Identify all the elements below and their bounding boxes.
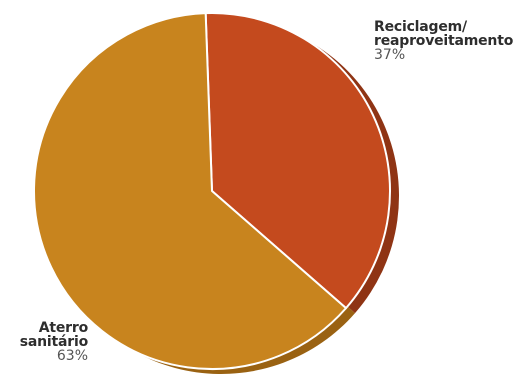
pie-slice-reciclagem <box>204 12 391 310</box>
pie-slices <box>33 12 391 370</box>
slice-percent-reciclagem: 37% <box>374 47 406 63</box>
slice-label-reciclagem: Reciclagem/ reaproveitamento 37% <box>374 20 532 62</box>
slice-label-aterro: Aterro sanitário 63% <box>0 321 88 363</box>
pie-slice-aterro <box>33 12 348 370</box>
slice-name-aterro: Aterro sanitário <box>19 320 88 350</box>
slice-percent-aterro: 63% <box>56 348 88 364</box>
slice-name-reciclagem: Reciclagem/ reaproveitamento <box>374 19 514 49</box>
